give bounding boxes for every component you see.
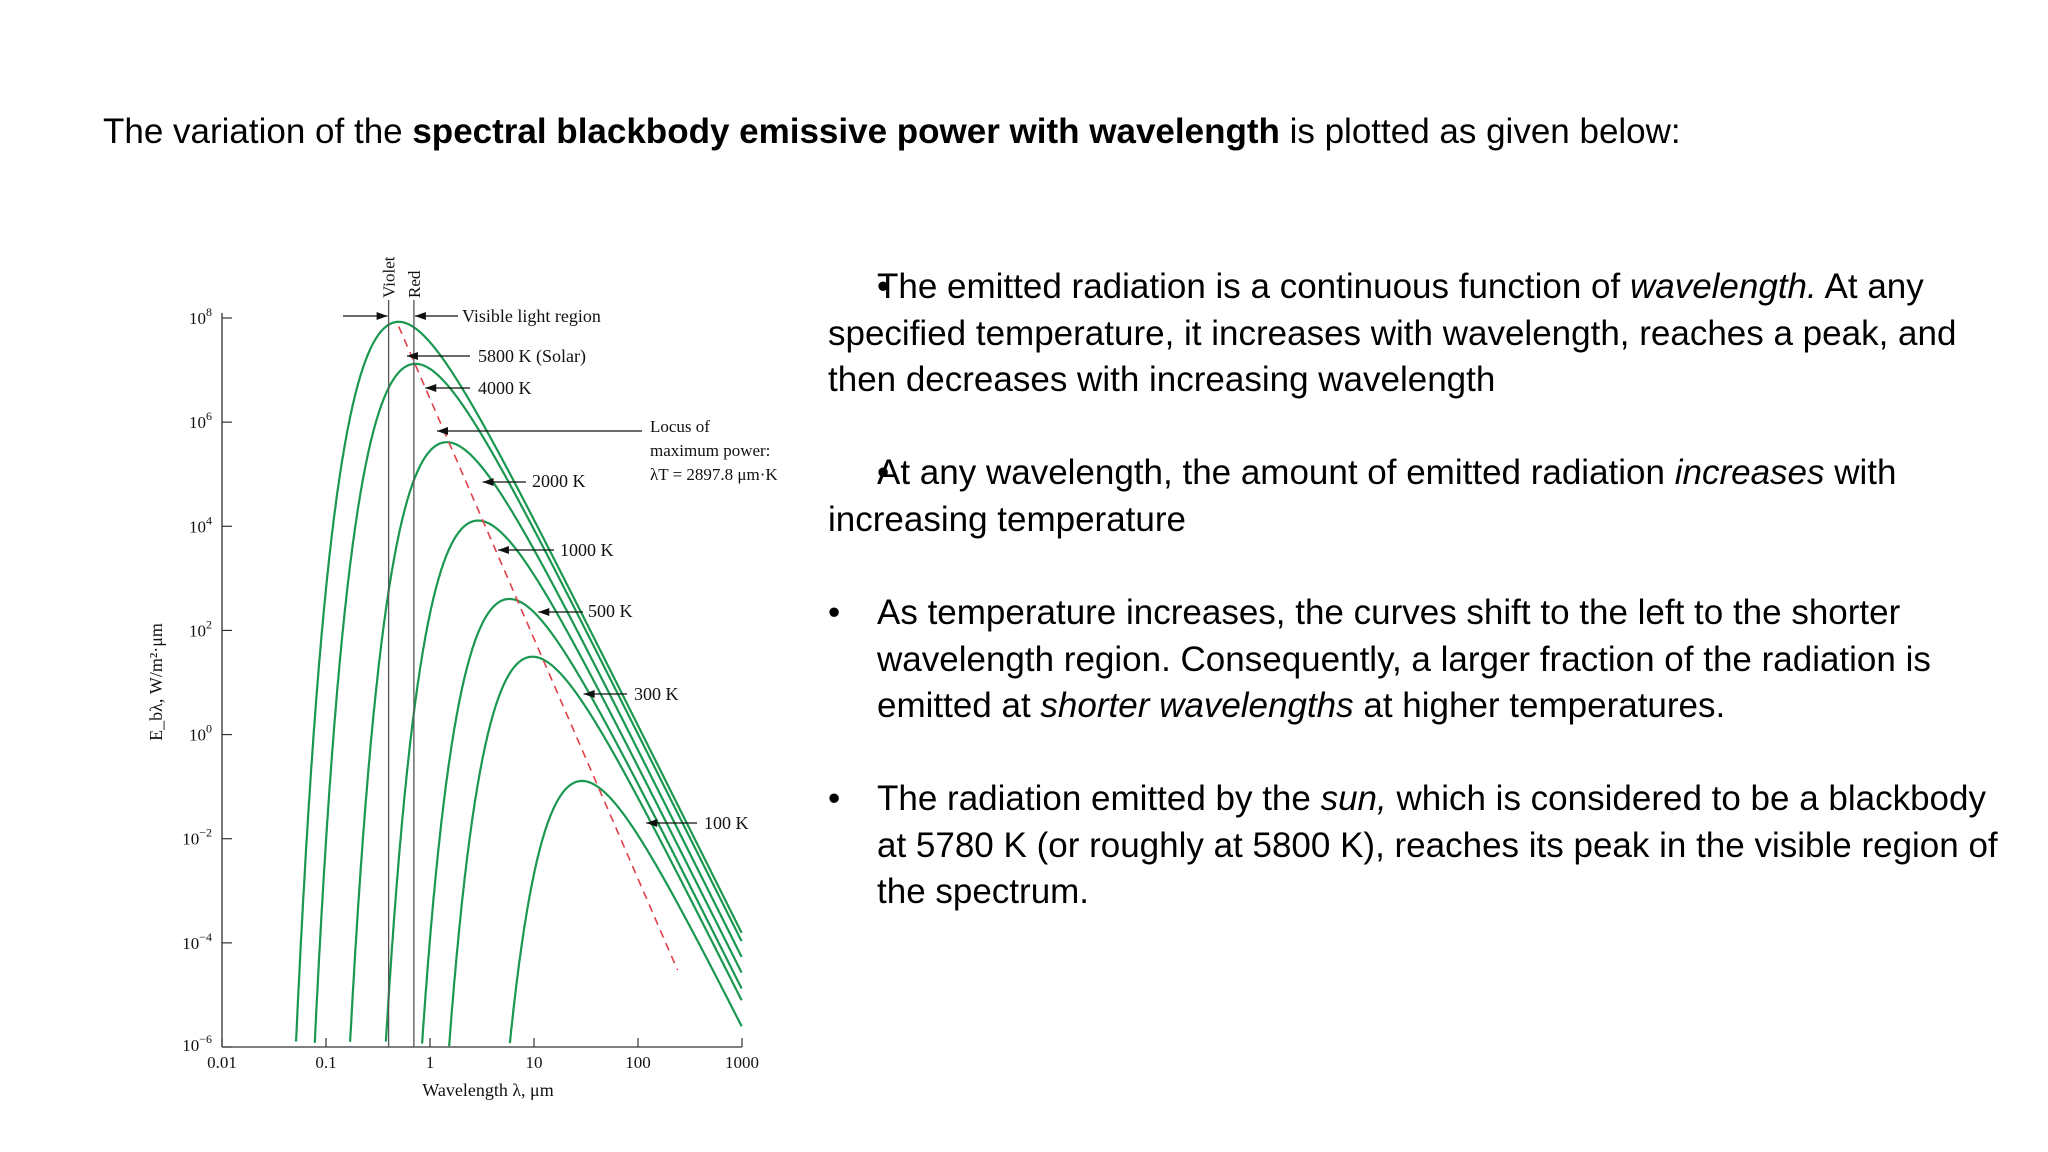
y-tick-exponent: −6 xyxy=(199,1032,212,1046)
x-tick-label: 0.1 xyxy=(315,1053,336,1072)
label-arrowhead xyxy=(406,352,418,360)
chart-axes: 0.01 0.1 1 10 100 100010810610410210010−210−4… xyxy=(146,305,759,1100)
label-arrowhead xyxy=(583,690,595,698)
bullet-item: • The radiation emitted by the sun, which… xyxy=(828,776,1998,916)
locus-label: maximum power: xyxy=(650,441,770,460)
intro-post: is plotted as given below: xyxy=(1279,112,1681,151)
bullet-dot: • xyxy=(877,267,890,306)
x-tick-label: 1000 xyxy=(725,1053,759,1072)
x-tick-label: 10 xyxy=(526,1053,543,1072)
bullet-text: The emitted radiation is a continuous fu… xyxy=(828,267,1957,399)
blackbody-chart: 0.01 0.1 1 10 100 100010810610410210010−210−4… xyxy=(146,256,778,1100)
y-tick-base: 10 xyxy=(189,413,206,432)
curve-label: 500 K xyxy=(588,601,633,621)
curve-label: 300 K xyxy=(634,684,679,704)
locus-label: λT = 2897.8 μm·K xyxy=(650,465,778,484)
bullet-item: • At any wavelength, the amount of emitte… xyxy=(828,450,1998,543)
bullet-text: As temperature increases, the curves shi… xyxy=(877,593,1931,725)
curve-1000k xyxy=(384,519,743,1042)
y-tick-exponent: 8 xyxy=(206,305,212,319)
curve-label: 100 K xyxy=(704,813,749,833)
y-tick-base: 10 xyxy=(189,309,206,328)
locus-line xyxy=(397,326,679,971)
y-tick-label: 10−6 xyxy=(182,1032,212,1055)
y-tick-label: 108 xyxy=(189,305,212,328)
label-arrowhead xyxy=(538,608,550,616)
locus-label: Locus of xyxy=(650,417,710,436)
intro-sentence: The variation of the spectral blackbody … xyxy=(103,112,1681,152)
visible-arrowhead-left xyxy=(376,312,388,320)
bullet-text: The radiation emitted by the sun, which … xyxy=(877,779,1998,911)
curve-5800k xyxy=(294,320,743,1042)
y-tick-base: 10 xyxy=(189,726,206,745)
y-tick-label: 106 xyxy=(189,409,212,432)
intro-pre: The variation of the xyxy=(103,112,413,151)
y-tick-label: 102 xyxy=(189,617,212,640)
curve-100k xyxy=(508,779,743,1044)
y-tick-label: 104 xyxy=(189,513,212,536)
label-arrowhead xyxy=(425,384,437,392)
x-tick-label: 0.01 xyxy=(207,1053,237,1072)
y-tick-exponent: 0 xyxy=(206,722,212,736)
label-arrowhead xyxy=(497,546,509,554)
y-tick-label: 10−4 xyxy=(182,930,212,953)
curve-label: 1000 K xyxy=(560,540,614,560)
chart-annotations: Violet Red Visible light region 5800 K (Sol… xyxy=(343,256,778,1047)
y-tick-base: 10 xyxy=(182,1036,199,1055)
y-tick-base: 10 xyxy=(182,934,199,953)
bullet-dot: • xyxy=(828,593,841,632)
curve-label: 4000 K xyxy=(478,378,532,398)
bullet-item: • The emitted radiation is a continuous f… xyxy=(828,264,1998,404)
y-tick-exponent: −2 xyxy=(199,826,212,840)
curve-label: 2000 K xyxy=(532,471,586,491)
curve-300k xyxy=(448,655,743,1047)
bullet-dot: • xyxy=(877,453,890,492)
curve-2000k xyxy=(349,441,743,1042)
y-tick-exponent: −4 xyxy=(199,930,212,944)
curve-4000k xyxy=(313,362,743,1043)
y-tick-exponent: 6 xyxy=(206,409,212,423)
y-tick-base: 10 xyxy=(182,830,199,849)
y-tick-label: 100 xyxy=(189,722,212,745)
violet-label: Violet xyxy=(380,256,399,298)
label-arrowhead xyxy=(646,819,658,827)
red-label: Red xyxy=(405,270,424,298)
y-tick-exponent: 4 xyxy=(206,513,212,527)
label-arrowhead xyxy=(482,478,494,486)
bullet-item: • As temperature increases, the curves sh… xyxy=(828,590,1998,730)
x-axis-title: Wavelength λ, μm xyxy=(422,1080,553,1100)
visible-arrowhead-right xyxy=(414,312,426,320)
y-axis-title: E_bλ, W/m²·μm xyxy=(146,623,166,741)
x-tick-label: 100 xyxy=(625,1053,651,1072)
bullet-dot: • xyxy=(828,779,841,818)
y-tick-exponent: 2 xyxy=(206,617,212,631)
y-tick-base: 10 xyxy=(189,517,206,536)
y-tick-label: 10−2 xyxy=(182,826,212,849)
curve-500k xyxy=(421,597,743,1044)
intro-bold: spectral blackbody emissive power with w… xyxy=(412,112,1280,151)
bullet-text: At any wavelength, the amount of emitted… xyxy=(828,453,1897,539)
x-tick-label: 1 xyxy=(426,1053,435,1072)
locus-arrowhead xyxy=(437,427,448,435)
visible-region-label: Visible light region xyxy=(462,306,601,326)
curve-label: 5800 K (Solar) xyxy=(478,346,586,367)
y-tick-base: 10 xyxy=(189,621,206,640)
